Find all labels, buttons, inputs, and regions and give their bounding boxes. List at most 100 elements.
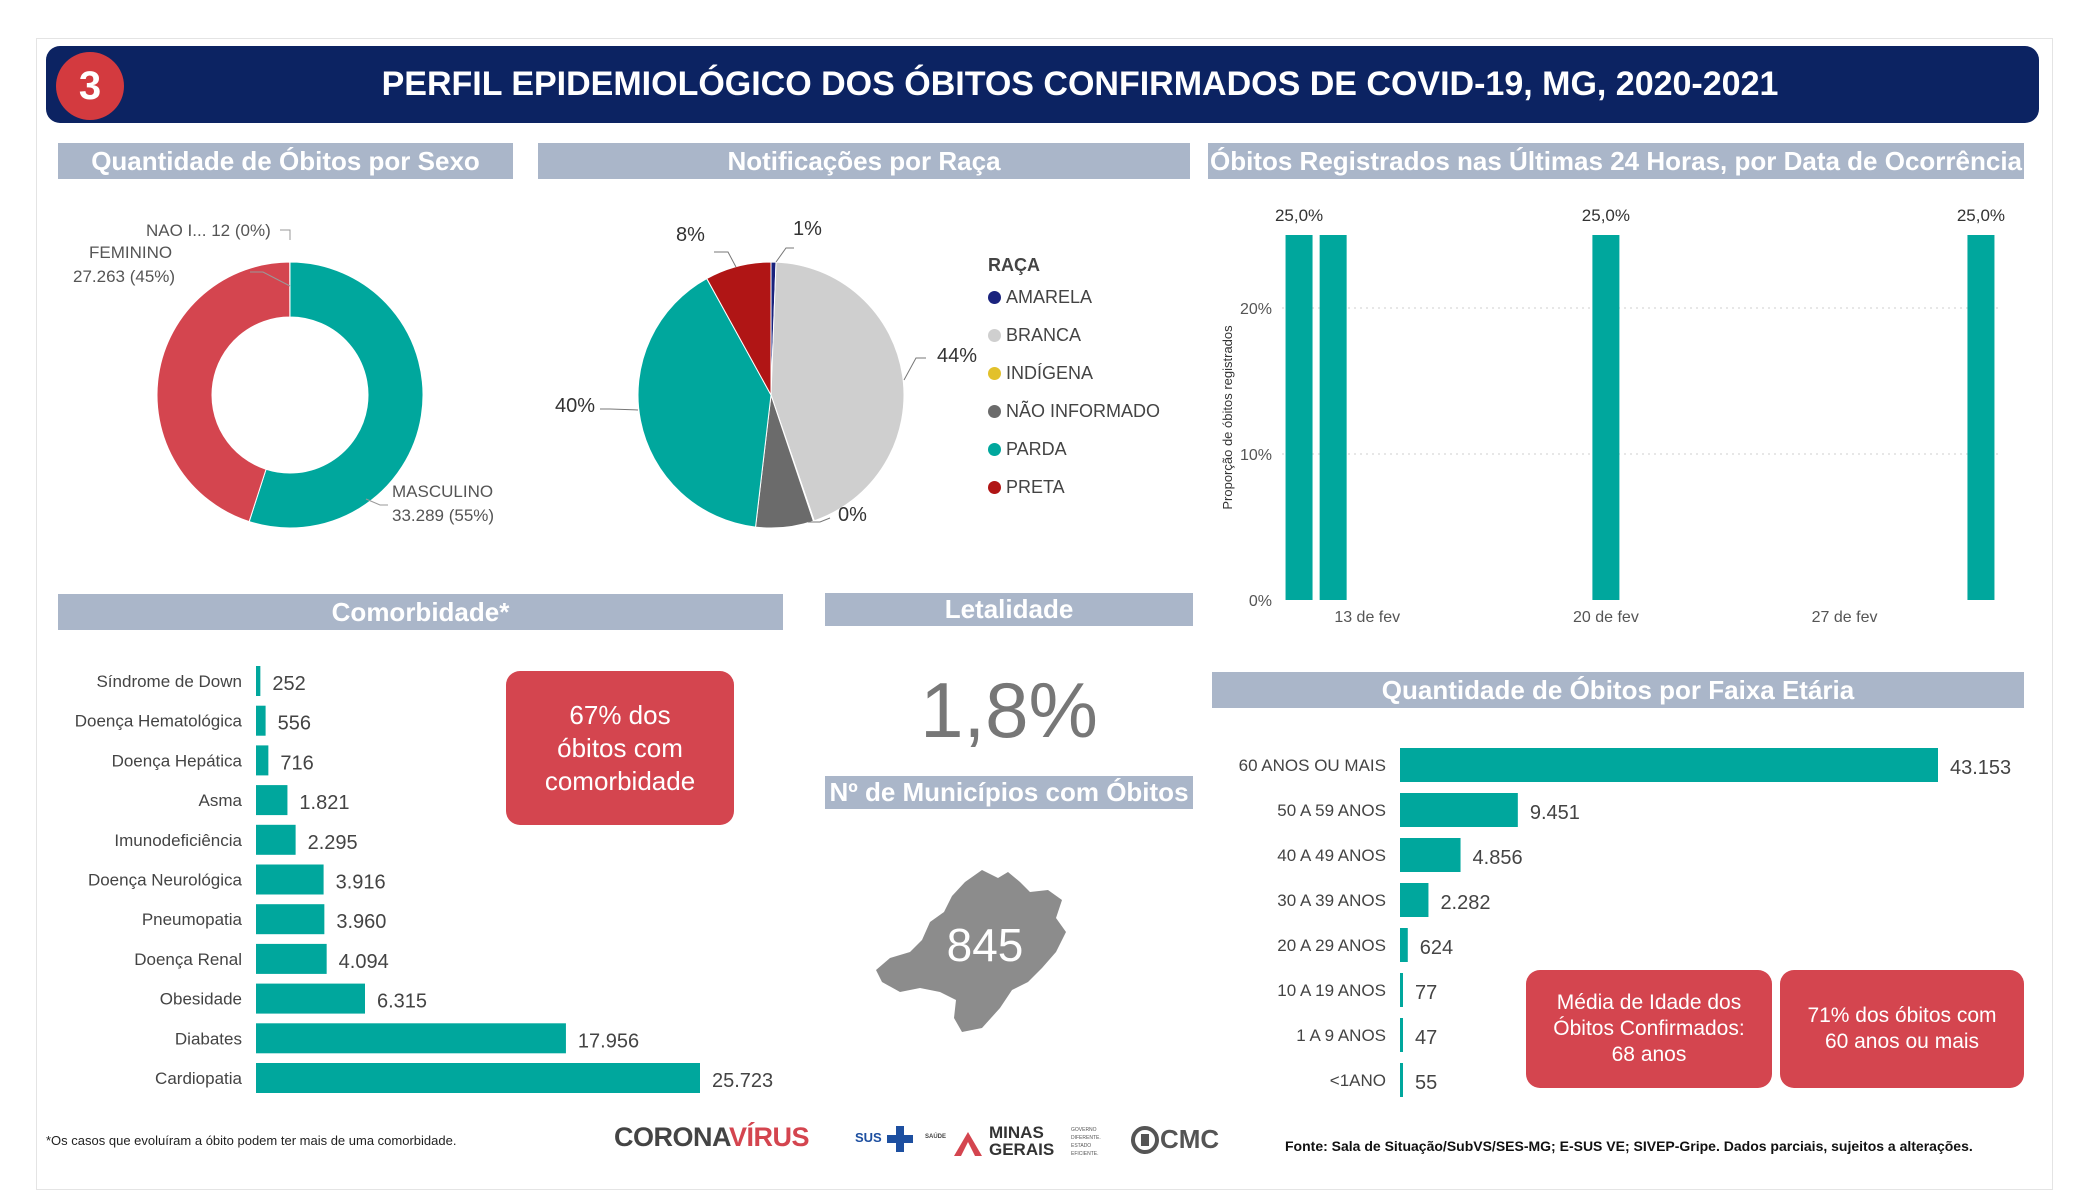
bar-value-label: 2.282 (1440, 892, 1490, 914)
raca-leader-line (775, 247, 794, 263)
raca-label-44: 44% (937, 345, 978, 367)
comorbidade-footnote: *Os casos que evoluíram a óbito podem te… (46, 1133, 457, 1148)
bar (1592, 235, 1620, 600)
media-idade-line2: Óbitos Confirmados: (1553, 1017, 1745, 1040)
raca-legend-title: RAÇA (988, 255, 1040, 275)
category-label: Obesidade (160, 990, 242, 1009)
faixa-title: Quantidade de Óbitos por Faixa Etária (1212, 672, 2024, 708)
bar-value-label: 17.956 (578, 1030, 639, 1052)
bar-value-label: 9.451 (1530, 802, 1580, 824)
fonte-text: Fonte: Sala de Situação/SubVS/SES-MG; E-… (1285, 1138, 1973, 1154)
raca-leader-line (714, 251, 737, 268)
minas-gerais-logo: MINAS GERAIS GOVERNO DIFERENTE. ESTADO EFICI… (953, 1124, 1143, 1160)
bar-value-label: 716 (280, 752, 313, 774)
raca-legend-label: BRANCA (1006, 325, 1082, 345)
media-idade-line1: Média de Idade dos (1556, 991, 1742, 1014)
category-label: 50 A 59 ANOS (1277, 801, 1386, 820)
municipios-value: 845 (946, 919, 1024, 971)
comorbidade-bar-chart: Síndrome de Down 252 Doença Hematológica 55… (75, 666, 773, 1093)
y-tick-label: 20% (1240, 301, 1272, 318)
bar-value-label: 25.723 (712, 1070, 773, 1092)
raca-legend-item: BRANCA (988, 325, 1081, 346)
category-label: Asma (199, 791, 243, 810)
bar-value-label: 556 (278, 713, 311, 735)
bar (256, 1023, 566, 1054)
bar (1400, 973, 1403, 1007)
media-idade-box: Média de Idade dos Óbitos Confirmados: 6… (1526, 970, 1772, 1088)
saude-text: SAÚDE (925, 1134, 947, 1140)
category-label: Doença Neurológica (88, 871, 243, 890)
faixa-bar-chart: 60 ANOS OU MAIS 43.153 50 A 59 ANOS 9.451 40… (1239, 748, 2011, 1097)
municipios-title: Nº de Municípios com Óbitos (825, 776, 1193, 809)
sexo-leader-line (365, 498, 388, 506)
raca-leader-line (903, 357, 926, 381)
dashboard-frame (36, 38, 2053, 1190)
bar (256, 824, 296, 855)
y-tick-label: 10% (1240, 447, 1272, 464)
legend-dot-icon (988, 405, 1001, 418)
sexo-label-naoi: NAO I... 12 (0%) (146, 221, 271, 240)
raca-slice-branca (770, 261, 905, 522)
bar-value-label: 3.916 (336, 872, 386, 894)
category-label: 20 A 29 ANOS (1277, 936, 1386, 955)
pct60-box: 71% dos óbitos com 60 anos ou mais (1780, 970, 2024, 1088)
raca-legend-label: AMARELA (1006, 287, 1093, 307)
category-label: Pneumopatia (142, 910, 243, 929)
bar-value-label: 1.821 (299, 792, 349, 814)
comorbidade-title: Comorbidade* (58, 594, 783, 630)
bar (1400, 793, 1518, 827)
section-number-badge: 3 (56, 52, 124, 120)
bar (1400, 1018, 1403, 1052)
header-bar (46, 46, 2039, 123)
bar (256, 666, 261, 696)
bar-value-label: 624 (1420, 937, 1453, 959)
bar-value-label: 2.295 (308, 832, 358, 854)
category-label: 40 A 49 ANOS (1277, 846, 1386, 865)
corona-virus-logo: CORONAVÍRUS (614, 1122, 810, 1152)
letalidade-value: 1,8% (920, 666, 1098, 754)
bar (1400, 838, 1461, 872)
sexo-donut-chart (156, 229, 424, 529)
raca-label-8: 8% (676, 224, 705, 246)
bar-data-label: 25,0% (1582, 206, 1630, 225)
x-tick-label: 27 de fev (1812, 609, 1878, 626)
raca-leader-line (808, 517, 831, 523)
bar (1319, 235, 1347, 600)
bar (1400, 883, 1429, 917)
bar (256, 1063, 700, 1093)
x-tick-label: 13 de fev (1334, 609, 1400, 626)
bar-data-label: 25,0% (1957, 206, 2005, 225)
bar-value-label: 77 (1415, 982, 1437, 1004)
raca-legend-label: NÃO INFORMADO (1006, 401, 1161, 421)
bar (1400, 928, 1408, 962)
bar-value-label: 3.960 (336, 911, 386, 933)
bar (1400, 748, 1938, 782)
sexo-title: Quantidade de Óbitos por Sexo (58, 143, 513, 179)
bar-value-label: 47 (1415, 1027, 1437, 1049)
bar-value-label: 55 (1415, 1072, 1437, 1094)
comorbidade-highlight-line1: 67% dos (569, 699, 671, 730)
bar (1400, 1063, 1403, 1097)
sexo-slice-masculino (248, 261, 424, 529)
raca-legend-label: PRETA (1006, 477, 1065, 497)
category-label: Doença Hepática (112, 751, 243, 770)
sexo-slice-feminino (156, 261, 291, 523)
raca-legend-item: NÃO INFORMADO (988, 401, 1160, 422)
page-title: PERFIL EPIDEMIOLÓGICO DOS ÓBITOS CONFIRM… (381, 65, 1779, 103)
raca-legend-item: PARDA (988, 439, 1067, 460)
y-tick-label: 0% (1249, 593, 1272, 610)
raca-label-0: 0% (838, 504, 867, 526)
ultimas24h-bar-chart: 0% 10% 20% Proporção de óbitos registrados 2… (1220, 206, 2005, 626)
legend-dot-icon (988, 443, 1001, 456)
sexo-label-masculino: MASCULINO (392, 482, 494, 501)
bar-value-label: 6.315 (377, 991, 427, 1013)
comorbidade-highlight-box: 67% dos óbitos com comorbidade (506, 671, 734, 825)
letalidade-title: Letalidade (825, 593, 1193, 626)
bar (256, 745, 269, 776)
bar-value-label: 252 (272, 673, 305, 695)
raca-title: Notificações por Raça (538, 143, 1190, 179)
raca-legend-item: PRETA (988, 477, 1065, 498)
ultimas24h-title: Óbitos Registrados nas Últimas 24 Horas,… (1208, 143, 2024, 179)
bar (256, 943, 327, 974)
raca-label-1: 1% (793, 218, 822, 240)
